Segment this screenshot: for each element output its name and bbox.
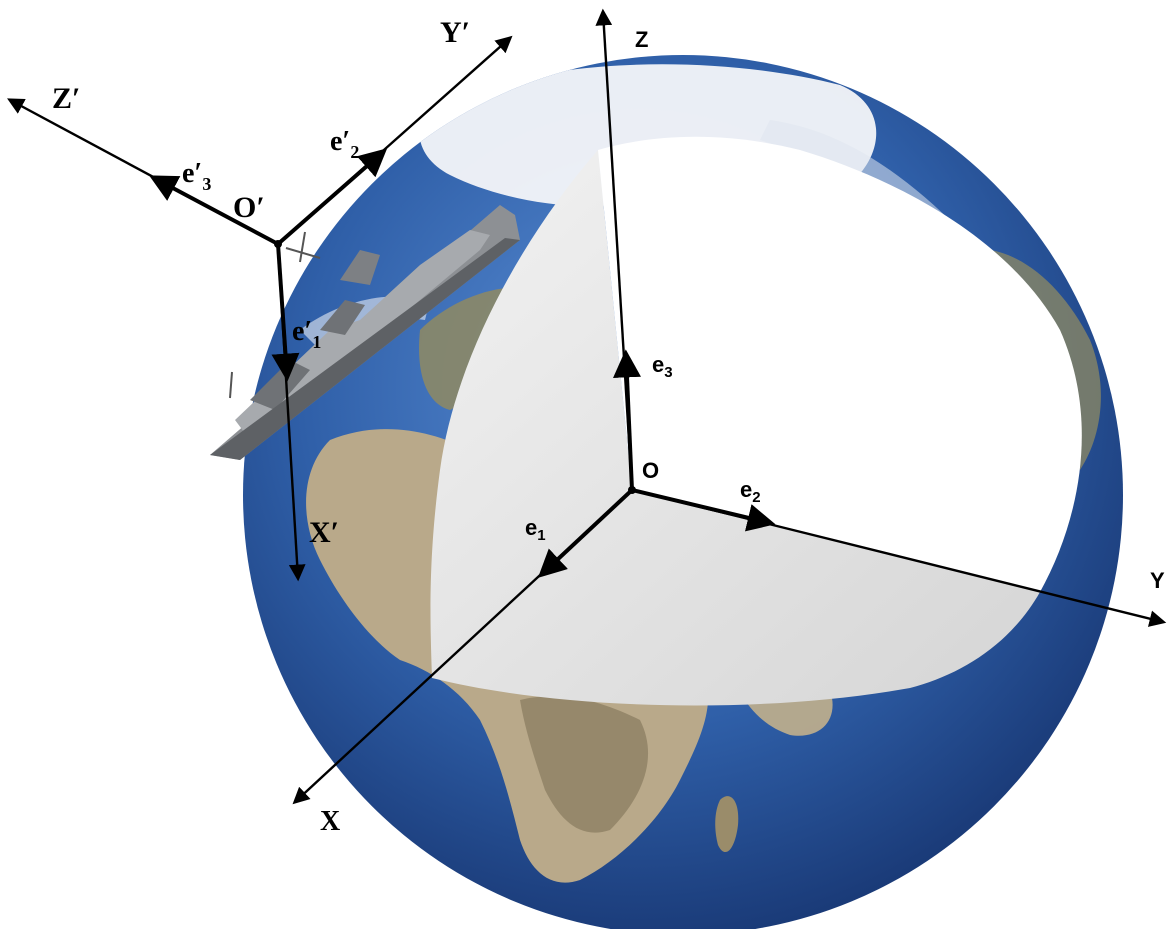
y-axis-label: Y: [1150, 568, 1165, 593]
earth-globe: [243, 55, 1123, 929]
e1-prime-vector: [271, 243, 300, 382]
earth-frame-axes: [292, 8, 1167, 805]
e3-label: e3: [652, 352, 673, 381]
africa-shading: [520, 696, 649, 833]
ship-frame-axes: [7, 35, 513, 582]
cutaway-octant: [430, 150, 1040, 706]
e2-vector: [631, 488, 776, 532]
e1-vector: [537, 488, 634, 578]
x-prime-label: X′: [309, 516, 339, 549]
e3-vector: [613, 349, 641, 491]
y-prime-label: Y′: [440, 16, 470, 49]
ship-origin-point: [274, 240, 282, 248]
origin-point: [628, 486, 636, 494]
origin-label: O: [642, 458, 659, 483]
e3-prime-vector: [149, 175, 279, 246]
e2-prime-label: e′2: [330, 126, 359, 162]
e3-prime-label: e′3: [182, 158, 211, 194]
e1-label: e1: [525, 515, 546, 544]
x-axis-label: X: [320, 806, 340, 837]
e1-prime-label: e′1: [292, 316, 321, 352]
z-axis-label: Z: [635, 27, 648, 52]
e2-label: e2: [740, 477, 761, 506]
e2-prime-vector: [276, 148, 388, 246]
cutaway-inner-face: [598, 136, 1082, 592]
ship-origin-label: O′: [233, 191, 265, 224]
madagascar: [715, 796, 739, 853]
z-prime-label: Z′: [52, 82, 80, 115]
